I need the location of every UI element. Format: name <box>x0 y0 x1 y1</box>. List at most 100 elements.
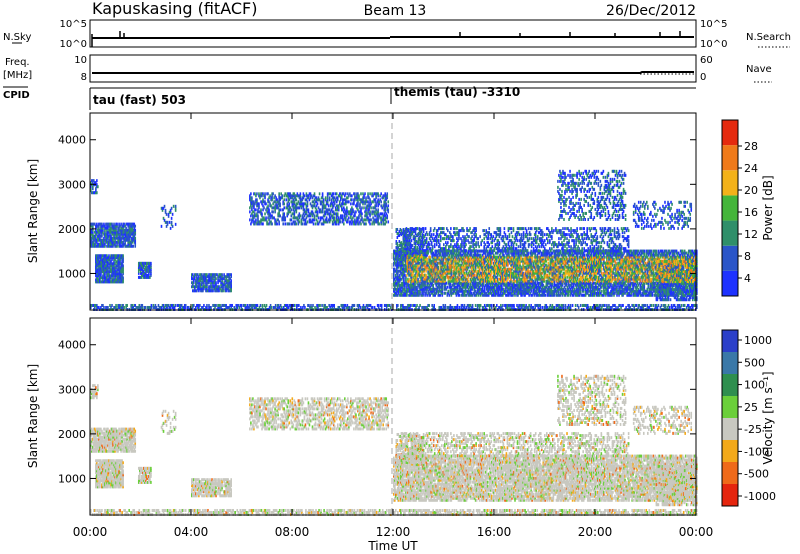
echo-cell <box>115 240 117 244</box>
echo-cell <box>112 232 114 236</box>
echo-cell <box>114 236 116 240</box>
echo-cell <box>96 262 98 266</box>
echo-cell <box>100 242 102 246</box>
echo-cell <box>313 214 316 218</box>
echo-cell <box>132 232 135 236</box>
echo-cell <box>324 196 327 200</box>
echo-cell <box>105 266 107 270</box>
echo-cell <box>96 179 98 183</box>
echo-cell <box>104 256 106 260</box>
echo-cell <box>91 236 93 240</box>
echo-cell <box>150 273 152 277</box>
echo-cell <box>118 254 120 258</box>
echo-cell <box>102 274 104 278</box>
echo-cell <box>122 272 124 276</box>
echo-cell <box>107 244 109 248</box>
echo-cell <box>110 260 112 264</box>
echo-cell <box>336 212 339 216</box>
echo-cell <box>117 240 119 244</box>
echo-cell <box>111 272 113 276</box>
echo-cell <box>317 216 320 220</box>
echo-cell <box>116 236 118 240</box>
echo-cell <box>171 212 174 216</box>
echo-cell <box>90 189 92 193</box>
echo-cell <box>98 228 100 232</box>
echo-cell <box>121 240 123 244</box>
echo-cell <box>111 232 113 236</box>
echo-cell <box>143 261 145 265</box>
echo-cell <box>106 258 108 262</box>
echo-cell <box>117 228 119 232</box>
echo-cell <box>129 222 131 226</box>
echo-cell <box>256 198 258 202</box>
echo-cell <box>129 244 131 248</box>
echo-cell <box>290 218 293 222</box>
echo-cell <box>117 280 119 284</box>
echo-cell <box>147 275 149 279</box>
echo-cell <box>120 280 122 284</box>
echo-cell <box>122 260 124 264</box>
echo-cell <box>134 228 137 232</box>
echo-cell <box>116 234 118 238</box>
echo-cell <box>95 234 97 238</box>
echo-cell <box>118 268 120 272</box>
echo-cell <box>119 230 121 234</box>
echo-cell <box>255 218 257 222</box>
echo-cell <box>114 232 116 236</box>
echo-cell <box>92 232 94 236</box>
echo-cell <box>106 272 108 276</box>
echo-cell <box>143 269 145 273</box>
echo-cell <box>109 232 111 236</box>
echo-cell <box>142 267 144 271</box>
echo-cell <box>91 242 93 246</box>
nsky-trace <box>92 36 694 39</box>
echo-cell <box>121 232 123 236</box>
echo-cell <box>290 208 293 212</box>
echo-cell <box>298 220 301 224</box>
echo-cell <box>106 256 108 260</box>
echo-cell <box>131 236 134 240</box>
echo-cell <box>90 224 92 228</box>
echo-cell <box>112 228 114 232</box>
echo-cell <box>104 224 106 228</box>
echo-cell <box>96 260 98 264</box>
echo-cell <box>92 222 94 226</box>
echo-cell <box>121 230 123 234</box>
echo-cell <box>113 224 115 228</box>
echo-cell <box>149 275 151 279</box>
echo-cell <box>106 266 108 270</box>
echo-cell <box>122 242 124 246</box>
echo-cell <box>110 256 112 260</box>
echo-cell <box>473 273 476 277</box>
echo-cell <box>99 232 101 236</box>
freq-tick-top: 10 <box>74 55 87 66</box>
echo-cell <box>118 274 120 278</box>
echo-cell <box>117 264 119 268</box>
echo-cell <box>115 234 117 238</box>
echo-cell <box>109 268 111 272</box>
echo-cell <box>112 274 114 278</box>
echo-cell <box>120 244 122 248</box>
echo-cell <box>363 206 365 210</box>
echo-cell <box>137 271 140 275</box>
echo-cell <box>278 220 280 224</box>
echo-cell <box>124 242 126 246</box>
echo-cell <box>112 256 114 260</box>
echo-cell <box>111 254 113 258</box>
echo-cell <box>103 268 105 272</box>
echo-cell <box>114 224 116 228</box>
echo-cell <box>378 222 380 226</box>
echo-cell <box>103 222 105 226</box>
echo-cell <box>111 226 113 230</box>
echo-cell <box>272 192 274 196</box>
echo-cell <box>370 218 372 222</box>
echo-cell <box>128 224 130 228</box>
echo-cell <box>90 242 92 246</box>
echo-cell <box>105 280 107 284</box>
echo-cell <box>109 274 111 278</box>
echo-cell <box>107 260 109 264</box>
echo-cell <box>106 226 108 230</box>
echo-cell <box>116 224 118 228</box>
echo-cell <box>147 261 149 265</box>
echo-cell <box>314 222 317 226</box>
